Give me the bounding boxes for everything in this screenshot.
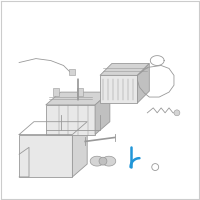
Polygon shape xyxy=(100,64,149,75)
Polygon shape xyxy=(100,75,137,103)
Polygon shape xyxy=(90,156,104,166)
Polygon shape xyxy=(72,122,87,177)
Polygon shape xyxy=(137,64,149,103)
Polygon shape xyxy=(69,69,75,75)
Bar xyxy=(77,88,83,96)
Polygon shape xyxy=(19,135,72,177)
Bar xyxy=(53,88,59,96)
Polygon shape xyxy=(46,92,110,105)
Polygon shape xyxy=(102,156,116,166)
Circle shape xyxy=(99,157,107,165)
Circle shape xyxy=(174,110,180,116)
Polygon shape xyxy=(46,105,95,135)
Polygon shape xyxy=(95,92,110,135)
